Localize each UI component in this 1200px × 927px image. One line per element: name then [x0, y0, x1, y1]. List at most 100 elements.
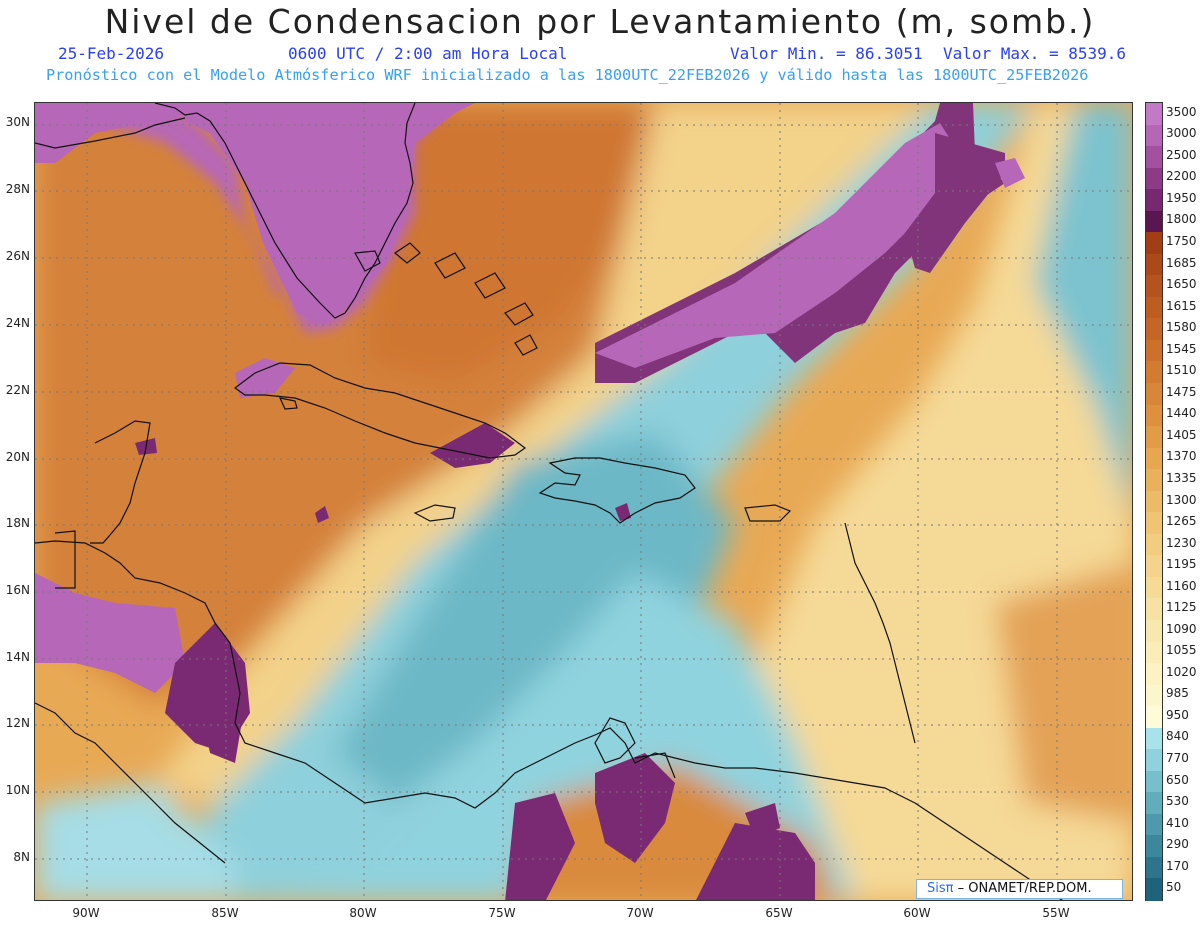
- forecast-time: 0600 UTC / 2:00 am Hora Local: [288, 44, 568, 63]
- teal-region: [335, 433, 735, 803]
- lat-label-26n: 26N: [5, 249, 30, 263]
- lat-label-18n: 18N: [5, 516, 30, 530]
- lat-label-16n: 16N: [5, 583, 30, 597]
- east-orange-region: [995, 563, 1132, 823]
- central-south-america-coast: [35, 540, 1063, 900]
- venezuela-purple-a: [595, 753, 675, 863]
- colorbar-segment: [1146, 856, 1162, 880]
- colorbar-label: 1370: [1166, 449, 1197, 464]
- lat-label-28n: 28N: [5, 182, 30, 196]
- atlantic-purple-east: [905, 133, 1005, 273]
- hispaniola-purple-speck: [615, 503, 631, 521]
- colorbar-label: 1440: [1166, 406, 1197, 421]
- colorbar-label: 1055: [1166, 643, 1197, 658]
- colorbar-label: 650: [1166, 772, 1189, 787]
- belize-outline: [54, 530, 76, 589]
- colorbar-segment: [1146, 684, 1162, 707]
- colorbar-segment: [1146, 275, 1162, 298]
- credit-box: Sisπ – ONAMET/REP.DOM.: [916, 879, 1123, 899]
- colorbar-label: 3000: [1166, 126, 1197, 141]
- forecast-info: Pronóstico con el Modelo Atmósferico WRF…: [46, 66, 1089, 84]
- colorbar-label: 770: [1166, 750, 1189, 765]
- colorbar-segment: [1146, 835, 1162, 858]
- max-value: Valor Max. = 8539.6: [943, 44, 1127, 63]
- colorbar-label: 1020: [1166, 664, 1197, 679]
- colorbar-label: 1265: [1166, 514, 1197, 529]
- graticule: [35, 103, 1132, 900]
- colorbar-segment: [1146, 813, 1162, 836]
- cuba-purple-patch: [430, 423, 515, 468]
- atlantic-purple-inner: [595, 123, 965, 368]
- colorbar-segment: [1146, 383, 1162, 406]
- colorbar-segment: [1146, 210, 1162, 233]
- lon-label-80w: 80W: [349, 906, 377, 920]
- credit-org: – ONAMET/REP.DOM.: [957, 881, 1092, 896]
- colorbar-label: 2200: [1166, 169, 1197, 184]
- colorbar: [1145, 102, 1163, 901]
- lcl-map: [34, 102, 1133, 901]
- pacific-coast: [35, 702, 226, 864]
- colorbar-label: 1510: [1166, 363, 1197, 378]
- colorbar-label: 1750: [1166, 234, 1197, 248]
- colorbar-label: 1685: [1166, 255, 1197, 270]
- gulf-coast: [35, 117, 186, 149]
- coastlines: [35, 103, 1063, 900]
- maracaibo-coast: [594, 717, 676, 779]
- colorbar-segment: [1146, 555, 1162, 578]
- colorbar-label: 1405: [1166, 427, 1197, 442]
- lon-label-85w: 85W: [211, 906, 239, 920]
- colombia-purple-a: [505, 793, 575, 900]
- lat-label-8n: 8N: [13, 850, 30, 864]
- cuba-coast: [233, 362, 527, 459]
- colorbar-segment: [1146, 598, 1162, 621]
- colorbar-segment: [1146, 189, 1162, 212]
- lon-label-90w: 90W: [72, 906, 100, 920]
- colorbar-segment: [1146, 469, 1162, 492]
- sispi-logo: Sisπ: [927, 881, 954, 896]
- colorbar-segment: [1146, 318, 1162, 341]
- colorbar-label: 1195: [1166, 557, 1197, 572]
- colorbar-label: 1800: [1166, 212, 1197, 227]
- colorbar-segment: [1146, 447, 1162, 470]
- colorbar-segment: [1146, 103, 1162, 126]
- colorbar-segment: [1146, 361, 1162, 384]
- colorbar-segment: [1146, 619, 1162, 643]
- colorbar-label: 950: [1166, 707, 1189, 722]
- lat-label-30n: 30N: [5, 115, 30, 129]
- pacific-cyan-region: [35, 783, 235, 900]
- nw-purple-area: [35, 103, 185, 163]
- jamaica-purple-speck: [315, 506, 329, 523]
- colorbar-segment: [1146, 253, 1162, 276]
- colorbar-segment: [1146, 663, 1162, 686]
- colorbar-label: 2500: [1166, 147, 1197, 162]
- colorbar-label: 170: [1166, 858, 1189, 873]
- colorbar-segment: [1146, 533, 1162, 556]
- colorbar-segment: [1146, 749, 1162, 772]
- min-value: Valor Min. = 86.3051: [730, 44, 923, 63]
- lat-label-12n: 12N: [5, 716, 30, 730]
- colorbar-label: 1475: [1166, 384, 1197, 399]
- florida-purple-area: [35, 103, 475, 325]
- colorbar-label: 1230: [1166, 535, 1197, 550]
- colorbar-label: 840: [1166, 729, 1189, 744]
- colorbar-segment: [1146, 124, 1162, 147]
- lat-label-20n: 20N: [5, 450, 30, 464]
- colorbar-segment: [1146, 512, 1162, 535]
- jamaica-coast: [413, 504, 456, 522]
- colorbar-segment: [1146, 576, 1162, 600]
- colorbar-label: 50: [1166, 880, 1182, 895]
- forecast-date: 25-Feb-2026: [58, 44, 164, 63]
- colorbar-label: 985: [1166, 686, 1189, 701]
- colorbar-label: 1615: [1166, 298, 1197, 313]
- lat-label-22n: 22N: [5, 383, 30, 397]
- colorbar-label: 410: [1166, 815, 1189, 830]
- colorbar-label: 1160: [1166, 578, 1197, 593]
- lon-label-60w: 60W: [903, 906, 931, 920]
- ne-purple-speck: [995, 158, 1025, 188]
- colorbar-label: 1545: [1166, 341, 1197, 356]
- colorbar-label: 3500: [1166, 104, 1197, 119]
- lat-label-14n: 14N: [5, 650, 30, 664]
- cuba-west-purple: [235, 358, 295, 398]
- colorbar-segment: [1146, 878, 1162, 901]
- lon-label-65w: 65W: [765, 906, 793, 920]
